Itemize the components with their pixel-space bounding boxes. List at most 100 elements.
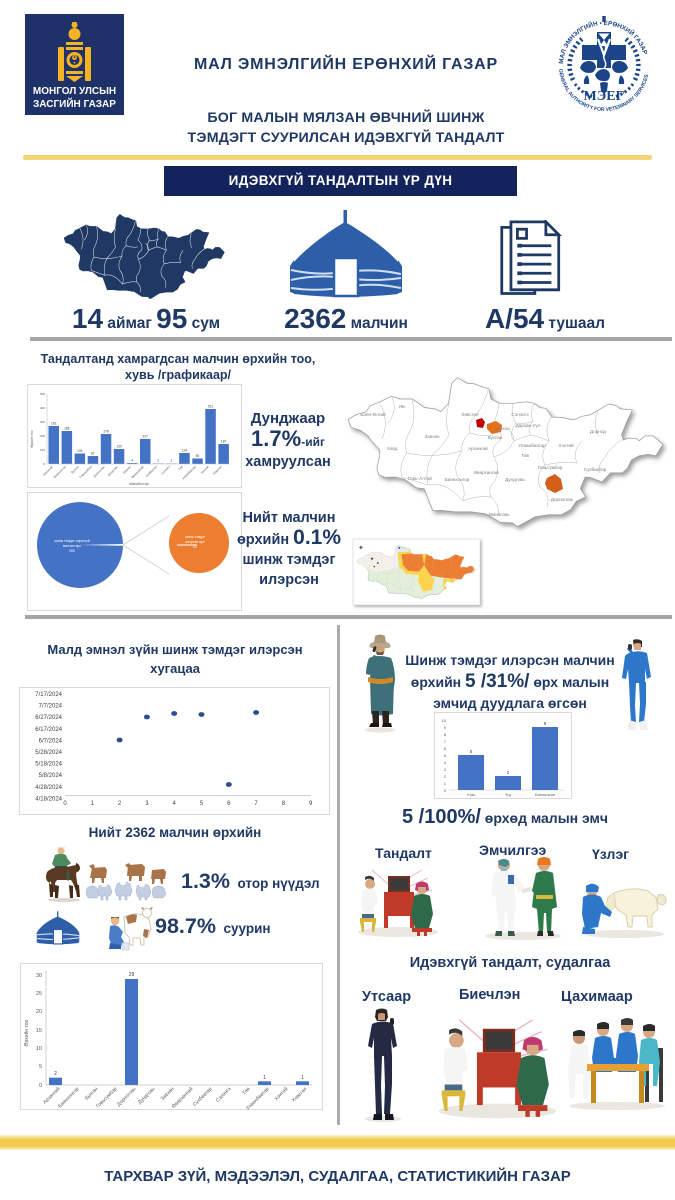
- svg-text:10: 10: [36, 1046, 42, 1052]
- svg-text:278: 278: [103, 430, 109, 434]
- svg-text:7/17/2024: 7/17/2024: [35, 692, 62, 698]
- svg-text:Сүхбаатар: Сүхбаатар: [584, 467, 607, 472]
- svg-text:Өмнөговь: Өмнөговь: [489, 512, 510, 517]
- svg-text:130: 130: [116, 445, 122, 449]
- svg-text:Дундговь: Дундговь: [505, 477, 525, 482]
- svg-text:0: 0: [39, 1083, 42, 1089]
- svg-text:Өрхийн тоо: Өрхийн тоо: [30, 430, 34, 447]
- svg-text:3: 3: [444, 767, 447, 772]
- svg-text:2: 2: [118, 801, 122, 807]
- svg-text:5: 5: [444, 753, 447, 758]
- svg-text:Үгд: Үгд: [505, 792, 512, 797]
- svg-text:Орхон: Орхон: [496, 426, 510, 431]
- svg-text:МЭЕГ: МЭЕГ: [584, 89, 625, 104]
- svg-text:3: 3: [145, 801, 149, 807]
- svg-text:Аймгийн нэрс: Аймгийн нэрс: [129, 482, 150, 486]
- svg-text:6/7/2024: 6/7/2024: [39, 738, 63, 744]
- svg-text:81: 81: [91, 452, 95, 456]
- svg-text:Увс: Увс: [398, 404, 406, 409]
- svg-text:4: 4: [131, 459, 133, 463]
- svg-text:Хөвсгөл: Хөвсгөл: [461, 412, 479, 417]
- svg-text:Төв: Төв: [521, 453, 529, 458]
- svg-text:500: 500: [40, 392, 45, 396]
- svg-text:168: 168: [64, 427, 70, 431]
- svg-text:малчин өрх: малчин өрх: [63, 544, 81, 548]
- svg-text:5/8/2024: 5/8/2024: [39, 773, 63, 779]
- svg-text:Төв: Төв: [177, 465, 184, 472]
- svg-text:2: 2: [507, 770, 510, 775]
- svg-text:10: 10: [442, 718, 447, 723]
- svg-text:182: 182: [51, 422, 57, 426]
- svg-text:4/28/2024: 4/28/2024: [35, 785, 62, 791]
- svg-text:2: 2: [54, 1071, 57, 1077]
- svg-text:Хэнтий: Хэнтий: [200, 465, 210, 475]
- svg-text:25: 25: [36, 991, 42, 997]
- svg-text:2: 2: [157, 459, 159, 463]
- svg-text:5/28/2024: 5/28/2024: [35, 750, 62, 756]
- svg-text:6/27/2024: 6/27/2024: [35, 715, 62, 721]
- svg-text:15: 15: [36, 1028, 42, 1034]
- svg-text:7/7/2024: 7/7/2024: [39, 704, 63, 710]
- svg-text:30: 30: [36, 973, 42, 979]
- svg-text:6: 6: [227, 801, 231, 807]
- svg-text:8: 8: [444, 732, 447, 737]
- svg-text:Утас: Утас: [467, 792, 476, 797]
- svg-text:шинж тэмдэг илрээгүй: шинж тэмдэг илрээгүй: [54, 539, 89, 543]
- svg-text:9: 9: [309, 801, 313, 807]
- svg-text:Дархан-Уул: Дархан-Уул: [516, 423, 541, 428]
- svg-text:100: 100: [77, 449, 83, 453]
- svg-text:5: 5: [39, 1064, 42, 1070]
- svg-text:1: 1: [91, 801, 95, 807]
- svg-text:Завхан: Завхан: [122, 465, 132, 475]
- svg-text:124: 124: [182, 449, 188, 453]
- svg-text:4/18/2024: 4/18/2024: [35, 796, 62, 802]
- svg-text:200: 200: [40, 434, 45, 438]
- svg-text:9: 9: [444, 725, 447, 730]
- svg-text:5: 5: [200, 801, 204, 807]
- svg-text:шинж тэмдэг: шинж тэмдэг: [185, 535, 206, 539]
- svg-text:6/17/2024: 6/17/2024: [35, 727, 62, 733]
- svg-text:Архангай: Архангай: [468, 445, 488, 451]
- svg-text:/1/: /1/: [193, 545, 197, 549]
- svg-text:8: 8: [282, 801, 286, 807]
- svg-text:1: 1: [444, 781, 447, 786]
- svg-text:5/18/2024: 5/18/2024: [35, 762, 62, 768]
- svg-text:20: 20: [36, 1009, 42, 1015]
- svg-text:Баянхонгор: Баянхонгор: [445, 477, 470, 482]
- svg-text:300: 300: [40, 420, 45, 424]
- svg-text:Баян-Өлгий: Баян-Өлгий: [360, 411, 386, 417]
- svg-text:Ховд: Ховд: [387, 446, 398, 451]
- svg-text:Булган: Булган: [488, 435, 503, 440]
- svg-text:0: 0: [63, 801, 67, 807]
- svg-text:✦: ✦: [358, 544, 364, 552]
- svg-text:9: 9: [544, 721, 547, 726]
- svg-text:1: 1: [170, 459, 172, 463]
- svg-text:6: 6: [444, 746, 447, 751]
- svg-text:Говь-Алтай: Говь-Алтай: [408, 475, 432, 481]
- svg-text:Хөвсгөл: Хөвсгөл: [212, 465, 223, 476]
- svg-text:187: 187: [221, 440, 227, 444]
- svg-text:Өрхийн тоо: Өрхийн тоо: [23, 1019, 30, 1046]
- svg-text:Сэлэнгэ: Сэлэнгэ: [160, 465, 171, 476]
- svg-text:Төв: Төв: [241, 1086, 251, 1096]
- svg-text:5: 5: [470, 749, 473, 754]
- svg-text:Өвөрхангай: Өвөрхангай: [473, 469, 499, 475]
- svg-text:/99/: /99/: [69, 549, 75, 553]
- svg-text:Биечилсэн: Биечилсэн: [535, 792, 555, 797]
- svg-text:Сэлэнгэ: Сэлэнгэ: [511, 412, 529, 417]
- svg-text:4: 4: [444, 760, 447, 765]
- svg-text:1: 1: [263, 1075, 266, 1081]
- svg-text:Говьсүмбэр: Говьсүмбэр: [538, 465, 563, 470]
- svg-text:50: 50: [196, 454, 200, 458]
- svg-text:2: 2: [444, 774, 447, 779]
- svg-text:1: 1: [301, 1075, 304, 1081]
- svg-text:Булган: Булган: [70, 465, 80, 475]
- svg-text:7: 7: [444, 739, 447, 744]
- svg-text:400: 400: [40, 406, 45, 410]
- svg-text:илэрсэн өрх: илэрсэн өрх: [185, 540, 204, 544]
- svg-text:227: 227: [143, 435, 149, 439]
- svg-text:Улаанбаатар: Улаанбаатар: [518, 443, 546, 448]
- svg-text:511: 511: [208, 405, 213, 409]
- svg-text:Дорноговь: Дорноговь: [551, 497, 574, 502]
- svg-text:7: 7: [254, 801, 258, 807]
